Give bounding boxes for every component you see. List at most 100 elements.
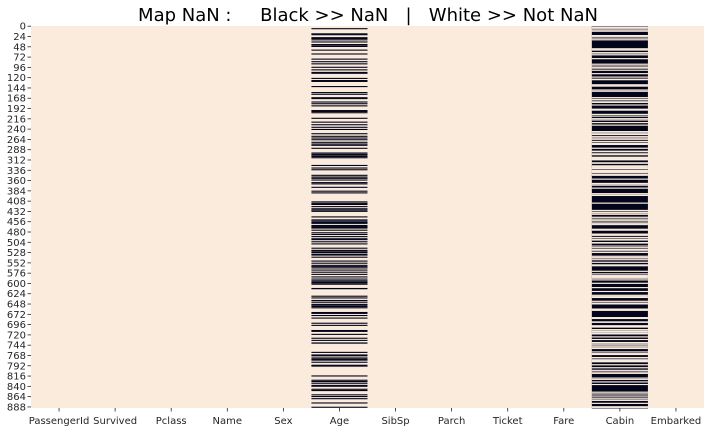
present-cell-cabin — [591, 321, 648, 323]
nan-cell-cabin — [591, 322, 648, 326]
nan-cell-cabin — [591, 336, 648, 339]
present-cell-cabin — [591, 358, 648, 360]
nan-cell-age — [311, 250, 368, 252]
nan-cell-age — [311, 361, 368, 363]
present-cell-cabin — [591, 143, 648, 146]
present-cell-cabin — [591, 333, 648, 335]
nan-cell-age — [311, 354, 368, 356]
nan-cell-cabin — [591, 159, 648, 163]
nan-cell-age — [311, 69, 368, 71]
present-cell-cabin — [591, 395, 648, 397]
nan-cell-age — [311, 406, 368, 408]
nan-cell-age — [311, 282, 368, 284]
present-cell-cabin — [591, 27, 648, 29]
nan-cell-age — [311, 219, 368, 221]
x-axis: PassengerId Survived Pclass Name Sex Age SibSp… — [29, 408, 701, 427]
y-tick-label: 504 — [7, 238, 26, 249]
nan-cell-age — [311, 164, 368, 167]
nan-cell-age — [311, 34, 368, 36]
nan-cell-age — [311, 147, 368, 149]
y-tick-label: 384 — [7, 186, 26, 197]
nan-cell-cabin — [591, 134, 648, 137]
present-cell-cabin — [591, 343, 648, 345]
nan-cell-age — [311, 402, 368, 404]
nan-cell-cabin — [591, 86, 648, 90]
nan-cell-age — [311, 303, 368, 305]
nan-cell-age — [311, 359, 368, 361]
y-tick-label: 432 — [7, 207, 26, 218]
y-tick-label: 72 — [13, 53, 26, 64]
nan-cell-cabin — [591, 393, 648, 396]
present-cell-cabin — [591, 97, 648, 99]
present-cell-cabin — [591, 159, 648, 161]
nan-cell-age — [311, 63, 368, 65]
present-cell-cabin — [591, 157, 648, 159]
present-cell-cabin — [591, 397, 648, 399]
present-cell-cabin — [591, 58, 648, 60]
present-cell-cabin — [591, 166, 648, 168]
nan-cell-cabin — [591, 151, 648, 154]
nan-cell-cabin — [591, 364, 648, 368]
nan-cell-age — [311, 307, 368, 309]
nan-cell-age — [311, 66, 368, 68]
nan-cell-cabin — [591, 303, 648, 309]
present-cell-cabin — [591, 359, 648, 362]
present-cell-cabin — [591, 300, 648, 302]
nan-cell-age — [311, 126, 368, 128]
nan-cell-age — [311, 53, 368, 55]
nan-cell-age — [311, 266, 368, 268]
x-tick-label: PassengerId — [29, 416, 90, 427]
nan-cell-age — [311, 232, 368, 234]
nan-cell-age — [311, 143, 368, 145]
present-cell-cabin — [591, 124, 648, 126]
x-tick-label: Survived — [93, 416, 137, 427]
nan-cell-cabin — [591, 116, 648, 119]
nan-cell-age — [311, 267, 368, 269]
nan-cell-age — [311, 337, 368, 339]
present-cell-cabin — [591, 378, 648, 380]
present-cell-cabin — [591, 132, 648, 134]
nan-cell-age — [311, 210, 368, 212]
present-cell-cabin — [591, 167, 648, 169]
present-cell-cabin — [591, 113, 648, 115]
present-cell-cabin — [591, 353, 648, 356]
nan-cell-cabin — [591, 77, 648, 79]
nan-cell-age — [311, 80, 368, 82]
y-tick-label: 408 — [7, 197, 26, 208]
nan-cell-age — [311, 287, 368, 290]
y-tick-label: 48 — [13, 42, 26, 53]
present-cell-cabin — [591, 275, 648, 277]
nan-cell-age — [311, 152, 368, 154]
y-tick-label: 288 — [7, 145, 26, 156]
present-cell-cabin — [591, 317, 648, 319]
nan-cell-age — [311, 305, 368, 308]
nan-cell-cabin — [591, 373, 648, 378]
nan-cell-age — [311, 155, 368, 158]
nan-cell-age — [311, 203, 368, 205]
nan-cell-age — [311, 37, 368, 39]
present-cell-cabin — [591, 147, 648, 149]
nan-cell-cabin — [591, 110, 648, 114]
nan-cell-age — [311, 357, 368, 359]
nan-cell-age — [311, 269, 368, 271]
present-cell-cabin — [591, 347, 648, 350]
nan-cell-cabin — [591, 154, 648, 157]
nan-cell-cabin — [591, 68, 648, 70]
nan-cell-age — [311, 101, 368, 103]
nan-cell-age — [311, 351, 368, 353]
nan-cell-cabin — [591, 403, 648, 407]
nan-cell-age — [311, 39, 368, 41]
nan-cell-cabin — [591, 139, 648, 141]
nan-cell-age — [311, 297, 368, 299]
nan-cell-age — [311, 389, 368, 392]
nan-cell-age — [311, 329, 368, 332]
nan-cell-age — [311, 133, 368, 135]
y-tick-label: 192 — [7, 104, 26, 115]
present-cell-cabin — [591, 247, 648, 249]
nan-cell-cabin — [591, 163, 648, 166]
present-cell-cabin — [591, 131, 648, 133]
nan-cell-age — [311, 93, 368, 95]
nan-cell-age — [311, 44, 368, 46]
y-tick-label: 888 — [7, 402, 26, 413]
